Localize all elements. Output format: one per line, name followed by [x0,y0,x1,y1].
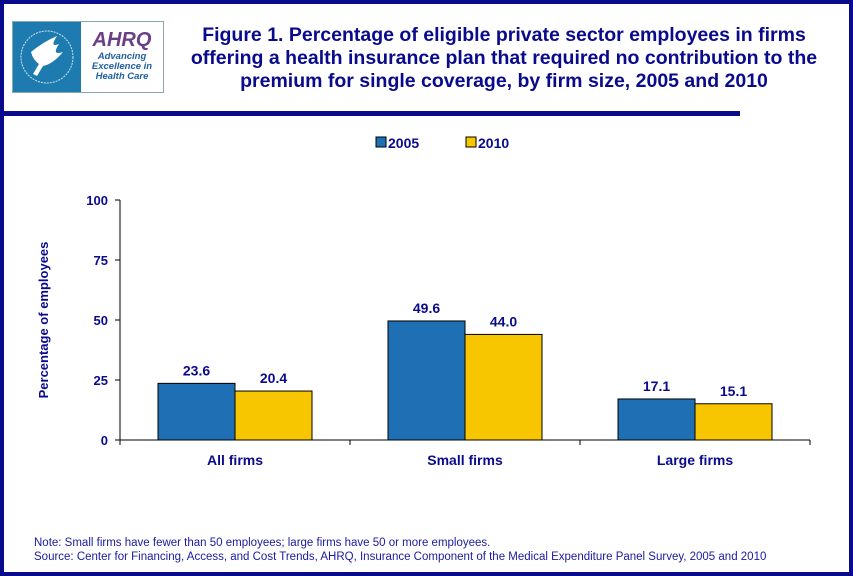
tagline-line: Advancing [97,51,147,62]
legend-label: 2010 [478,135,509,151]
legend-label: 2005 [388,135,419,151]
hhs-eagle-logo [13,22,81,92]
data-label: 23.6 [183,362,210,378]
chart-title: Figure 1. Percentage of eligible private… [190,24,818,92]
x-tick-label: Small firms [427,452,503,468]
note-text: Note: Small firms have fewer than 50 emp… [34,537,491,549]
bar-2005 [617,398,696,441]
source-text: Source: Center for Financing, Access, an… [34,551,767,563]
bar-2005 [387,320,466,441]
y-tick-label: 100 [86,193,108,208]
x-tick-label: Large firms [657,452,733,468]
data-label: 44.0 [490,313,517,329]
ahrq-logo: AHRQ Advancing Excellence in Health Care [12,21,164,93]
tagline-line: Health Care [95,71,149,82]
data-label: 49.6 [413,300,440,316]
bar-2010 [694,403,773,441]
y-axis-label: Percentage of employees [36,242,51,399]
y-tick-label: 25 [94,373,108,388]
legend-swatch-2005 [375,136,387,148]
y-tick-label: 0 [101,433,108,448]
bar-2010 [234,390,313,441]
y-tick-label: 75 [94,253,108,268]
x-tick-label: All firms [207,452,263,468]
tagline-line: Excellence in [91,61,153,72]
bar-2005 [157,382,236,441]
header-divider [4,111,740,116]
y-tick-label: 50 [94,313,108,328]
bar-2010 [464,333,543,441]
data-label: 15.1 [720,383,747,399]
ahrq-mark: AHRQ [92,29,152,51]
legend-swatch-2010 [465,136,477,148]
data-label: 17.1 [643,378,670,394]
data-label: 20.4 [260,370,287,386]
